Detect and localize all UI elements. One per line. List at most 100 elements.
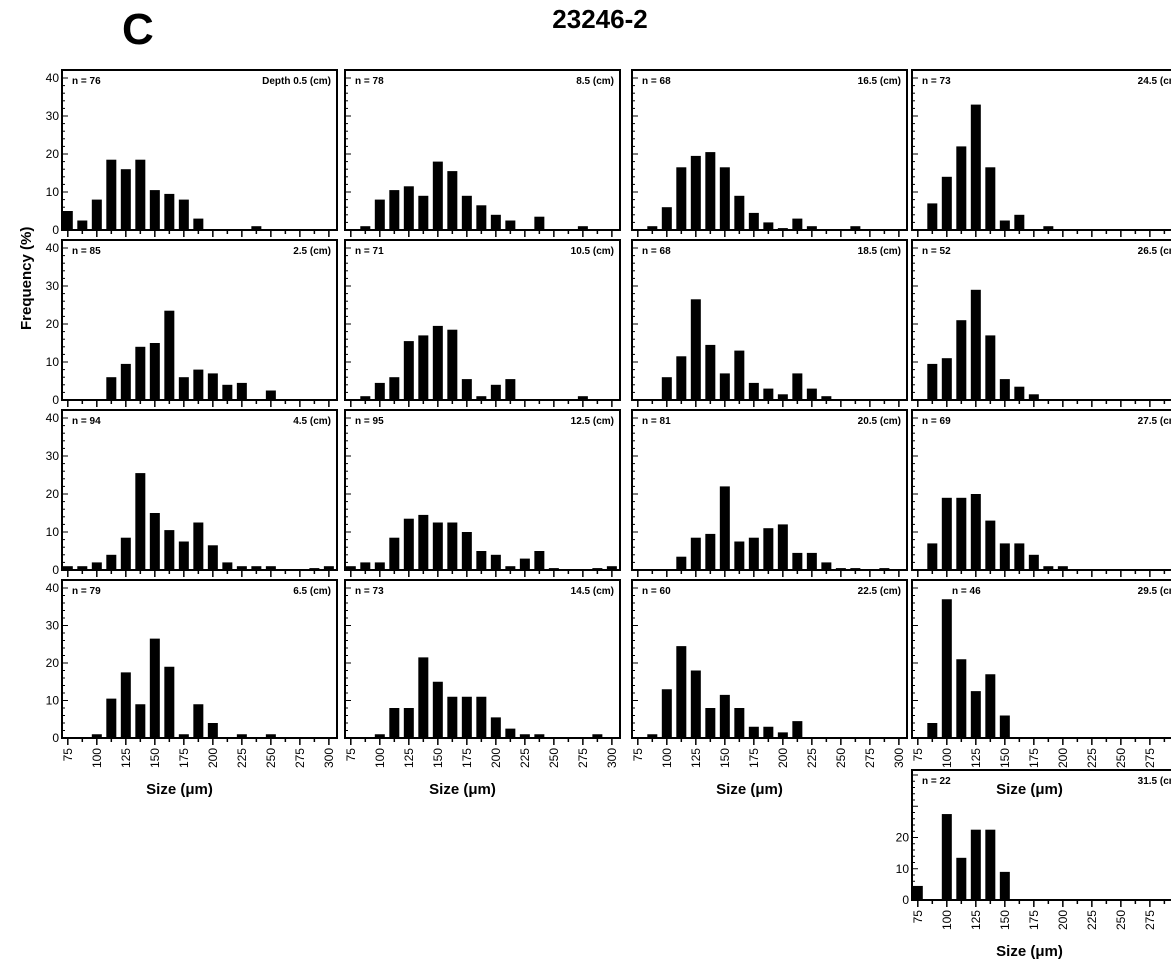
- x-tick-label: 250: [547, 748, 561, 768]
- histogram-bar: [676, 556, 687, 570]
- depth-label: 16.5 (cm): [858, 76, 901, 87]
- x-axis-title: Size (μm): [996, 943, 1063, 960]
- histogram-bar: [970, 104, 981, 230]
- x-tick-label: 75: [631, 748, 645, 762]
- histogram-bar: [432, 161, 443, 230]
- x-tick-label: 100: [90, 748, 104, 768]
- histogram-bar: [777, 228, 788, 230]
- y-tick-label: 20: [896, 831, 910, 845]
- histogram-bar: [734, 350, 745, 400]
- x-tick-label: 225: [1085, 910, 1099, 930]
- panel-frame: [344, 409, 621, 571]
- y-tick-label: 10: [46, 694, 60, 708]
- histogram-bar: [879, 568, 890, 570]
- histogram-bar: [222, 562, 233, 570]
- histogram-bar: [777, 524, 788, 570]
- x-tick-label: 150: [998, 910, 1012, 930]
- histogram-bar: [149, 638, 160, 738]
- histogram-bar: [999, 543, 1010, 570]
- y-tick-label: 0: [902, 893, 909, 907]
- histogram-bar: [941, 358, 952, 400]
- n-label: n = 69: [922, 416, 951, 427]
- histogram-bar: [135, 159, 146, 230]
- y-tick-label: 10: [46, 185, 60, 199]
- histogram-bar: [748, 382, 759, 400]
- histogram-bar: [360, 226, 371, 230]
- histogram-bar: [193, 218, 204, 230]
- x-tick-label: 250: [1114, 910, 1128, 930]
- histogram-bar: [207, 373, 218, 400]
- x-tick-label: 200: [489, 748, 503, 768]
- histogram-bar: [941, 814, 952, 900]
- histogram-bar: [178, 734, 189, 738]
- histogram-bar: [389, 708, 400, 738]
- histogram-bar: [941, 176, 952, 230]
- x-tick-label: 275: [1143, 748, 1157, 768]
- panel-frame: [911, 769, 1171, 901]
- y-tick-label: 20: [46, 317, 60, 331]
- x-tick-label: 200: [1056, 910, 1070, 930]
- histogram-bar: [577, 226, 588, 230]
- histogram-bar: [418, 195, 429, 230]
- histogram-bar: [389, 190, 400, 230]
- histogram-bar: [120, 537, 131, 570]
- histogram-bar: [251, 566, 262, 570]
- histogram-bar: [505, 379, 516, 400]
- n-label: n = 76: [72, 76, 101, 87]
- histogram-bar: [476, 551, 487, 570]
- x-tick-label: 175: [1027, 748, 1041, 768]
- x-tick-label: 100: [940, 910, 954, 930]
- y-tick-label: 0: [52, 223, 59, 237]
- y-tick-label: 10: [46, 525, 60, 539]
- histogram-bar: [447, 522, 458, 570]
- histogram-bar: [461, 532, 472, 570]
- x-tick-label: 200: [1056, 748, 1070, 768]
- y-tick-label: 20: [46, 147, 60, 161]
- x-tick-label: 275: [863, 748, 877, 768]
- x-tick-label: 250: [834, 748, 848, 768]
- histogram-bar: [606, 566, 617, 570]
- x-tick-label: 300: [605, 748, 619, 768]
- histogram-bar: [207, 545, 218, 570]
- histogram-bar: [360, 396, 371, 400]
- histogram-bar: [251, 226, 262, 230]
- x-tick-label: 150: [431, 748, 445, 768]
- panel-frame: [911, 239, 1171, 401]
- histogram-bar: [62, 566, 73, 570]
- panel-frame: [911, 579, 1171, 739]
- histogram-bar: [447, 171, 458, 230]
- histogram-bar: [418, 335, 429, 400]
- n-label: n = 52: [922, 246, 951, 257]
- n-label: n = 22: [922, 776, 951, 787]
- histogram-bar: [777, 394, 788, 400]
- y-tick-label: 10: [46, 355, 60, 369]
- y-tick-label: 20: [46, 487, 60, 501]
- histogram-bar: [927, 723, 938, 738]
- histogram-bar: [647, 226, 658, 230]
- histogram-bar: [149, 190, 160, 230]
- y-tick-label: 40: [46, 411, 60, 425]
- histogram-bar: [374, 199, 385, 230]
- histogram-bar: [748, 212, 759, 230]
- y-tick-label: 0: [52, 563, 59, 577]
- histogram-bar: [592, 568, 603, 570]
- x-tick-label: 175: [460, 748, 474, 768]
- x-tick-label: 125: [969, 748, 983, 768]
- histogram-bar: [490, 554, 501, 570]
- histogram-bar: [661, 377, 672, 400]
- x-axis-title: Size (μm): [429, 781, 496, 798]
- histogram-bar: [748, 537, 759, 570]
- histogram-bar: [719, 486, 730, 570]
- histogram-bar: [970, 691, 981, 738]
- panel-frame: [631, 69, 908, 231]
- histogram-bar: [490, 717, 501, 738]
- histogram-bar: [941, 599, 952, 738]
- histogram-bar: [461, 379, 472, 400]
- histogram-bar: [592, 734, 603, 738]
- histogram-bar: [705, 344, 716, 400]
- x-tick-label: 275: [576, 748, 590, 768]
- histogram-bar: [476, 696, 487, 738]
- histogram-bar: [106, 698, 117, 738]
- y-tick-label: 10: [896, 862, 910, 876]
